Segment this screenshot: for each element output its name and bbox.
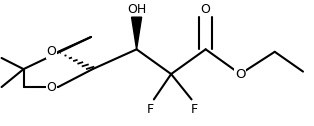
Text: F: F <box>191 103 198 116</box>
Text: OH: OH <box>127 3 146 16</box>
Text: O: O <box>47 81 57 93</box>
Text: F: F <box>147 103 154 116</box>
Text: O: O <box>235 68 246 81</box>
Polygon shape <box>132 17 142 49</box>
Text: O: O <box>201 3 211 16</box>
Text: O: O <box>47 45 57 58</box>
